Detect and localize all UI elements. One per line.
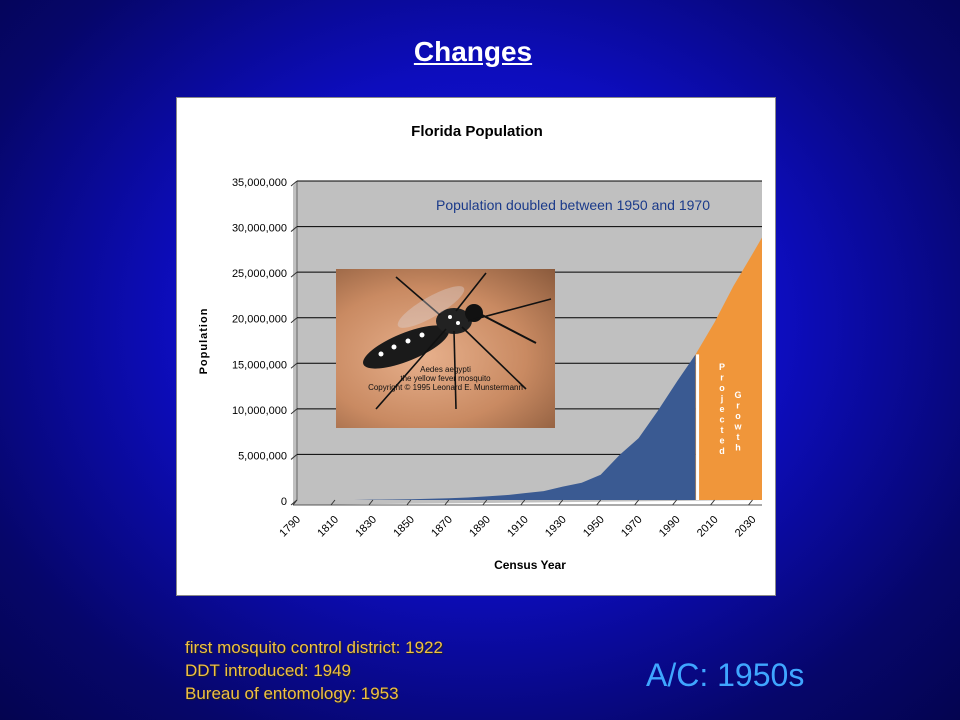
x-tick-label: 2030 (733, 514, 759, 540)
note-item: Bureau of entomology: 1953 (185, 684, 399, 703)
y-tick (290, 454, 298, 460)
historical-series (297, 354, 696, 500)
x-tick (672, 499, 677, 506)
x-tick-label: 1890 (467, 514, 493, 540)
mosquito-illustration (363, 272, 552, 410)
y-tick (290, 180, 298, 187)
x-tick-label: 2010 (695, 514, 721, 540)
x-tick-label: 1930 (543, 514, 569, 540)
x-tick (444, 499, 450, 506)
note-item: first mosquito control district: 1922 (185, 638, 443, 657)
y-tick (290, 317, 298, 324)
x-tick (520, 499, 526, 506)
x-tick (368, 499, 374, 506)
x-axis-label: Census Year (494, 558, 566, 572)
x-tick (748, 499, 753, 506)
y-tick-label: 10,000,000 (232, 405, 287, 417)
y-tick (290, 362, 298, 369)
photo-caption-1: Aedes aegypti (420, 365, 471, 374)
note-item: DDT introduced: 1949 (185, 661, 352, 680)
y-tick (290, 226, 298, 232)
y-tick-label: 25,000,000 (232, 268, 287, 280)
x-tick-label: 1850 (391, 514, 417, 540)
ac-label: A/C: 1950s (646, 657, 805, 693)
x-tick-label: 1830 (353, 514, 379, 540)
x-tick (482, 499, 488, 506)
x-tick (596, 499, 602, 506)
x-tick-label: 1870 (429, 514, 455, 540)
slide-title: Changes (413, 36, 533, 67)
x-tick (406, 499, 412, 506)
x-tick (710, 499, 715, 506)
chart-frame: Florida Population Population Census Yea… (176, 97, 776, 596)
y-tick (290, 271, 298, 278)
photo-caption-2: the yellow fever mosquito (400, 374, 491, 383)
x-tick-label: 1790 (277, 514, 303, 540)
x-tick-label: 1950 (581, 514, 607, 540)
y-tick-label: 5,000,000 (238, 450, 287, 462)
x-tick (292, 499, 298, 506)
projected-series (695, 237, 762, 500)
y-tick-label: 30,000,000 (232, 223, 287, 235)
y-tick-label: 15,000,000 (232, 359, 287, 371)
mosquito-photo: Aedes aegypti the yellow fever mosquito … (336, 269, 555, 428)
photo-caption-3: Copyright © 1995 Leonard E. Munstermann (368, 383, 523, 392)
x-tick (330, 499, 336, 506)
chart-annotation: Population doubled between 1950 and 1970 (436, 197, 710, 213)
x-tick-label: 1910 (505, 514, 531, 540)
y-tick-label: 20,000,000 (232, 314, 287, 326)
notes-list: first mosquito control district: 1922 DD… (185, 636, 443, 705)
y-axis-label: Population (198, 308, 210, 375)
x-tick-label: 1990 (657, 514, 683, 540)
chart-title: Florida Population (411, 123, 543, 140)
y-tick (290, 408, 298, 415)
x-tick-label: 1970 (619, 514, 645, 540)
y-tick-label: 35,000,000 (232, 177, 287, 189)
x-tick (634, 499, 640, 506)
x-tick-label: 1810 (315, 514, 341, 540)
x-tick (558, 499, 564, 506)
y-tick-label: 0 (281, 496, 287, 508)
